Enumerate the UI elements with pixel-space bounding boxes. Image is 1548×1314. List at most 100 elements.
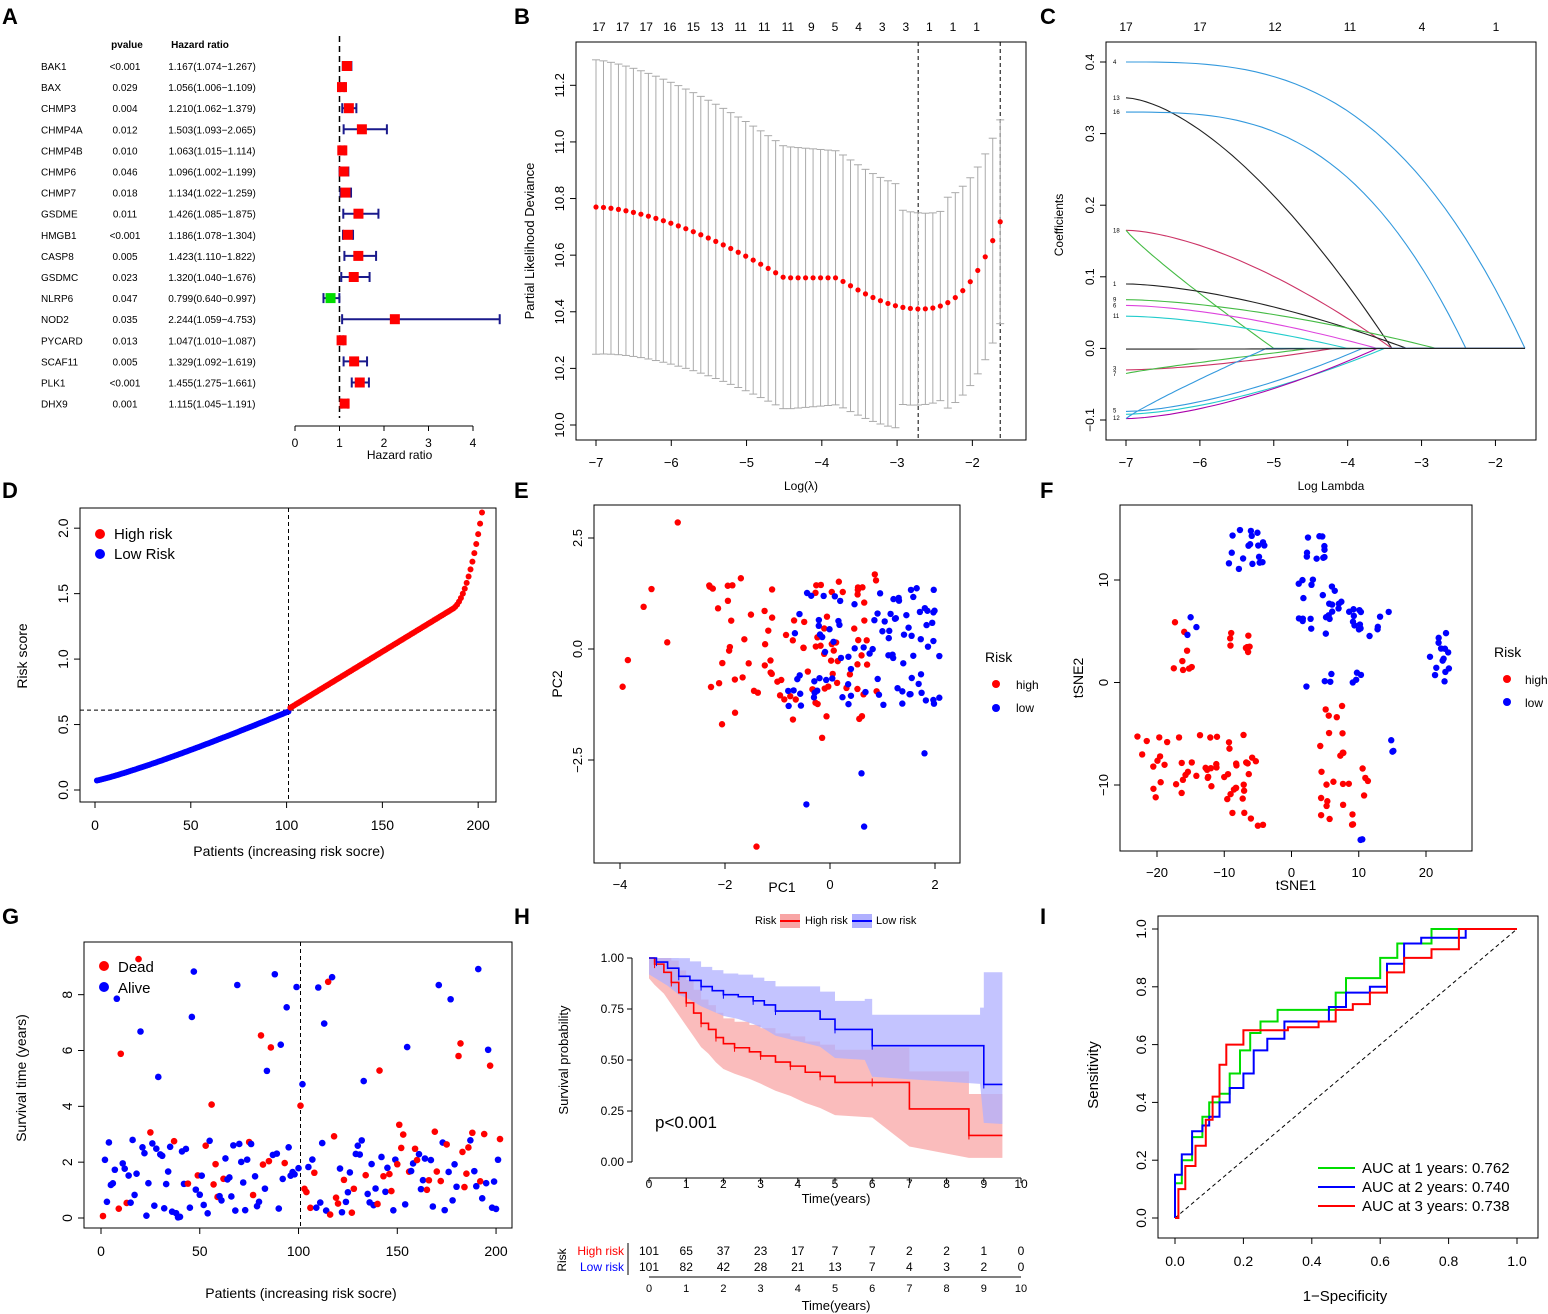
x-tick-label: 50	[183, 817, 199, 833]
risk-table-x-tick-label: 9	[981, 1283, 987, 1295]
low-risk-point	[890, 595, 897, 603]
hr-label: 1.056(1.006−1.109)	[168, 83, 256, 94]
legend-title: Risk	[755, 915, 777, 927]
high-risk-point	[737, 575, 745, 582]
high-risk-point	[709, 585, 716, 592]
high-risk-point	[471, 550, 478, 557]
high-risk-point	[861, 599, 868, 606]
high-risk-point	[1150, 785, 1157, 792]
high-risk-point	[1178, 759, 1185, 767]
high-risk-point	[479, 509, 485, 516]
low-risk-point	[819, 633, 826, 641]
deviance-point	[668, 220, 674, 226]
deviance-point	[810, 275, 816, 281]
deviance-point	[623, 208, 629, 214]
deviance-point	[825, 275, 831, 281]
low-risk-point	[1374, 626, 1381, 633]
low-risk-point	[831, 593, 839, 600]
high-risk-point	[823, 613, 831, 620]
alive-point	[139, 1144, 146, 1151]
x-tick-label: −5	[1266, 455, 1281, 470]
y-tick-label: 0.4	[1083, 53, 1097, 70]
alive-point	[145, 1179, 152, 1187]
high-risk-point	[1179, 657, 1186, 665]
alive-point	[237, 1158, 245, 1166]
dead-point	[399, 1131, 407, 1138]
high-risk-point	[1152, 794, 1159, 801]
low-risk-point	[1441, 678, 1448, 685]
path-label: 12	[1113, 416, 1120, 422]
pvalue-label: 0.011	[113, 210, 138, 221]
x-tick-label: −7	[1119, 455, 1134, 470]
low-risk-point	[1328, 608, 1336, 615]
deviance-point	[840, 278, 846, 285]
coefficient-path	[1125, 347, 1525, 371]
high-risk-point	[1188, 759, 1195, 766]
alive-point	[305, 1163, 312, 1171]
y-tick-label: 10.2	[552, 356, 567, 381]
path-label: 11	[1113, 314, 1120, 320]
low-risk-point	[915, 680, 922, 688]
alive-point	[196, 1191, 204, 1199]
y-tick-label: 10	[1096, 573, 1111, 587]
low-risk-point	[900, 660, 907, 667]
dead-point	[147, 1129, 154, 1136]
dead-point	[170, 1137, 178, 1145]
alive-point	[154, 1073, 162, 1081]
deviance-point	[705, 235, 711, 241]
y-tick-label: 0.2	[1083, 197, 1097, 214]
plot-frame	[1105, 41, 1537, 441]
y-tick-label: 6	[59, 1046, 75, 1054]
risk-table-x-tick-label: 2	[720, 1283, 726, 1295]
high-risk-point	[812, 643, 820, 650]
high-risk-point	[1183, 647, 1191, 654]
low-risk-point	[1300, 594, 1307, 602]
deviance-point	[975, 267, 981, 274]
x-axis-label: Time(years)	[802, 1191, 871, 1206]
alive-point	[186, 1204, 194, 1212]
hr-point	[339, 398, 350, 409]
alive-point	[494, 1156, 502, 1164]
top-count-label: 9	[808, 20, 815, 34]
panel-letter-a: A	[2, 4, 18, 29]
high-risk-point	[1345, 780, 1353, 787]
hr-point	[343, 103, 354, 114]
coefficient-path	[1125, 347, 1525, 420]
alive-point	[222, 1155, 229, 1162]
alive-point	[441, 1206, 448, 1214]
path-label: 3	[1113, 366, 1117, 372]
alive-point	[429, 1203, 437, 1210]
x-tick-label: 0	[646, 1177, 653, 1191]
header-hazard-ratio: Hazard ratio	[171, 40, 229, 51]
low-risk-point	[803, 801, 810, 808]
pvalue-label: 0.035	[112, 315, 137, 326]
pvalue-label: 0.046	[112, 168, 137, 179]
alive-point	[239, 1179, 247, 1186]
low-risk-point	[830, 638, 837, 645]
high-risk-point	[1325, 729, 1333, 737]
dead-point	[334, 1200, 342, 1207]
high-risk-point	[789, 637, 797, 644]
legend-title: Risk	[1494, 644, 1522, 660]
x-tick-label: 0.8	[1439, 1253, 1459, 1269]
high-risk-point	[1340, 749, 1347, 757]
low-risk-point	[790, 687, 797, 694]
high-risk-point	[830, 647, 837, 654]
x-tick-label: −3	[1414, 455, 1429, 470]
top-count-label: 12	[1268, 20, 1282, 34]
y-tick-label: 10.4	[552, 299, 567, 324]
dead-point	[461, 1183, 468, 1191]
alive-point	[346, 1169, 354, 1176]
x-axis-label: Hazard ratio	[367, 448, 433, 462]
low-risk-point	[820, 592, 827, 600]
x-tick-label: −2	[1488, 455, 1503, 470]
high-risk-point	[1213, 760, 1220, 768]
top-count-label: 11	[1344, 20, 1357, 34]
low-risk-point	[1440, 655, 1447, 662]
low-risk-point	[903, 611, 910, 619]
alive-point	[153, 1145, 160, 1153]
y-tick-label: 0.2	[1133, 1150, 1149, 1170]
y-axis-label: Sensitivity	[1085, 1041, 1102, 1109]
deviance-point	[960, 288, 966, 294]
